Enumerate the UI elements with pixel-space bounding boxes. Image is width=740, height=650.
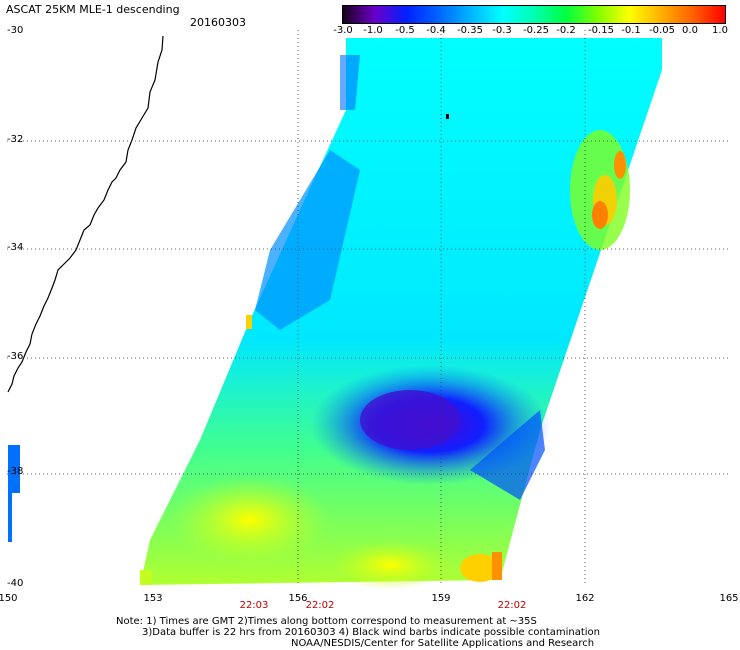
edge-strip: [8, 445, 20, 493]
colorbar-label: -0.35: [457, 25, 483, 36]
lon-label: 162: [575, 593, 595, 604]
wind-speed-swath: [140, 38, 662, 590]
colorbar-label: -0.5: [395, 25, 415, 36]
colorbar-label: -3.0: [333, 25, 353, 36]
note-line: 3)Data buffer is 22 hrs from 20160303 4)…: [142, 627, 600, 638]
lat-label: -38: [7, 466, 24, 477]
pass-time-label: 22:02: [497, 600, 527, 611]
colorbar-label: 0.0: [682, 25, 698, 36]
colorbar: [342, 5, 726, 24]
graticule: [7, 30, 729, 585]
note-line: Note: 1) Times are GMT 2)Times along bot…: [116, 616, 537, 627]
colorbar-label: -1.0: [363, 25, 383, 36]
lat-label: -30: [7, 25, 24, 36]
colorbar-label: -0.2: [556, 25, 576, 36]
lon-label: 150: [0, 593, 18, 604]
lon-label: 165: [719, 593, 739, 604]
product-date: 20160303: [190, 16, 246, 29]
wind-barb-marker: [446, 114, 449, 119]
lon-label: 159: [431, 593, 451, 604]
lon-label: 156: [288, 593, 308, 604]
pass-time-label: 22:02: [305, 600, 335, 611]
lat-label: -40: [7, 578, 24, 589]
colorbar-label: 1.0: [712, 25, 728, 36]
note-line: NOAA/NESDIS/Center for Satellite Applica…: [291, 638, 595, 649]
colorbar-label: -0.15: [588, 25, 614, 36]
edge-strip: [8, 490, 12, 542]
coastline: [7, 35, 164, 393]
colorbar-label: -0.1: [621, 25, 641, 36]
lat-label: -32: [7, 134, 24, 145]
lat-label: -36: [7, 351, 24, 362]
lat-label: -34: [7, 242, 24, 253]
colorbar-label: -0.4: [426, 25, 446, 36]
colorbar-label: -0.05: [649, 25, 675, 36]
colorbar-label: -0.3: [492, 25, 512, 36]
colorbar-label: -0.25: [523, 25, 549, 36]
pass-time-label: 22:03: [239, 600, 269, 611]
lon-label: 153: [143, 593, 163, 604]
product-title: ASCAT 25KM MLE-1 descending: [6, 3, 180, 16]
